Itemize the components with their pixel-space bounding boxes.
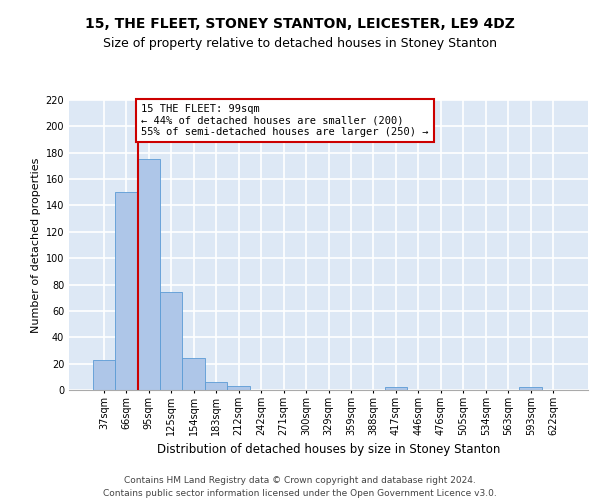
- Text: 15 THE FLEET: 99sqm
← 44% of detached houses are smaller (200)
55% of semi-detac: 15 THE FLEET: 99sqm ← 44% of detached ho…: [141, 104, 428, 137]
- X-axis label: Distribution of detached houses by size in Stoney Stanton: Distribution of detached houses by size …: [157, 444, 500, 456]
- Bar: [182, 358, 205, 390]
- Bar: [385, 388, 407, 390]
- Bar: [160, 292, 182, 390]
- Text: 15, THE FLEET, STONEY STANTON, LEICESTER, LE9 4DZ: 15, THE FLEET, STONEY STANTON, LEICESTER…: [85, 18, 515, 32]
- Bar: [205, 382, 227, 390]
- Bar: [137, 160, 160, 390]
- Text: Contains HM Land Registry data © Crown copyright and database right 2024.: Contains HM Land Registry data © Crown c…: [124, 476, 476, 485]
- Text: Contains public sector information licensed under the Open Government Licence v3: Contains public sector information licen…: [103, 489, 497, 498]
- Y-axis label: Number of detached properties: Number of detached properties: [31, 158, 41, 332]
- Bar: [227, 386, 250, 390]
- Bar: [92, 360, 115, 390]
- Text: Size of property relative to detached houses in Stoney Stanton: Size of property relative to detached ho…: [103, 38, 497, 51]
- Bar: [520, 388, 542, 390]
- Bar: [115, 192, 137, 390]
